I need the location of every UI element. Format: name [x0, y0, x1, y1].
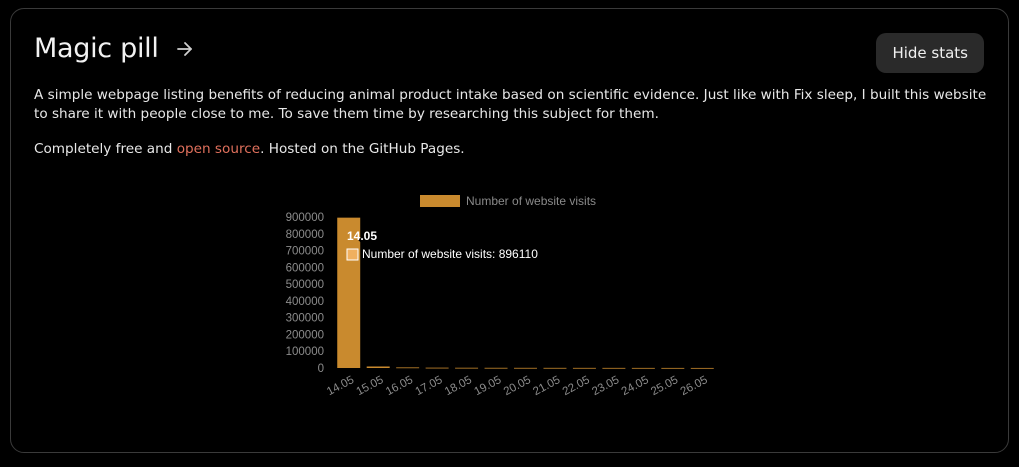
y-tick-label: 0 — [318, 363, 324, 375]
project-hosting-note: Completely free and open source. Hosted … — [34, 140, 465, 159]
bar[interactable] — [484, 367, 508, 369]
title-row: Magic pill — [34, 33, 195, 64]
x-tick-label: 14.05 — [325, 374, 356, 398]
y-axis: 900000 800000 700000 600000 500000 400000 3000… — [286, 212, 324, 375]
y-tick-label: 900000 — [286, 212, 324, 224]
x-tick-label: 26.05 — [679, 374, 710, 398]
x-axis: 14.0515.0516.0517.0518.0519.0520.0521.05… — [325, 374, 710, 398]
x-tick-label: 18.05 — [443, 374, 474, 398]
arrow-right-icon[interactable] — [175, 39, 195, 59]
tooltip-background — [358, 222, 570, 268]
x-tick-label: 22.05 — [561, 374, 592, 398]
free-prefix-text: Completely free and — [34, 141, 177, 157]
project-card: Magic pill Hide stats A simple webpage l… — [10, 8, 1009, 453]
open-source-link[interactable]: open source — [176, 141, 261, 157]
free-suffix-text: . Hosted on the GitHub Pages. — [260, 141, 465, 157]
y-tick-label: 800000 — [286, 229, 324, 241]
bar[interactable] — [425, 367, 449, 369]
bar[interactable] — [631, 367, 655, 369]
bar[interactable] — [514, 367, 537, 369]
bar[interactable] — [396, 367, 420, 369]
project-title: Magic pill — [34, 33, 159, 64]
bar[interactable] — [572, 367, 596, 369]
bar[interactable] — [661, 367, 685, 369]
x-tick-label: 25.05 — [649, 374, 680, 398]
x-tick-label: 21.05 — [531, 374, 562, 398]
y-tick-label: 200000 — [286, 329, 324, 341]
y-tick-label: 300000 — [286, 313, 324, 325]
y-tick-label: 700000 — [286, 246, 324, 258]
y-tick-label: 400000 — [286, 296, 324, 308]
x-tick-label: 24.05 — [620, 374, 651, 398]
chart-tooltip: 14.05 Number of website visits: 896110 — [346, 222, 570, 268]
x-tick-label: 15.05 — [355, 374, 386, 398]
x-tick-label: 19.05 — [472, 374, 503, 398]
bar[interactable] — [602, 367, 626, 369]
tooltip-label: Number of website visits: 896110 — [362, 247, 538, 261]
y-tick-label: 500000 — [286, 279, 324, 291]
tooltip-title: 14.05 — [347, 229, 377, 243]
legend-label: Number of website visits — [466, 194, 596, 208]
chart-legend[interactable]: Number of website visits — [420, 194, 596, 208]
x-tick-label: 20.05 — [502, 374, 533, 398]
y-tick-label: 600000 — [286, 262, 324, 274]
tooltip-swatch — [346, 248, 359, 261]
x-tick-label: 16.05 — [384, 374, 415, 398]
hide-stats-button[interactable]: Hide stats — [876, 33, 984, 73]
bar[interactable] — [543, 367, 567, 369]
bar[interactable] — [690, 367, 714, 369]
x-tick-label: 23.05 — [590, 374, 621, 398]
bar[interactable] — [455, 367, 479, 369]
bar[interactable] — [366, 366, 390, 368]
legend-swatch — [420, 195, 460, 207]
project-description: A simple webpage listing benefits of red… — [34, 87, 987, 122]
x-tick-label: 17.05 — [413, 374, 444, 398]
y-tick-label: 100000 — [286, 346, 324, 358]
